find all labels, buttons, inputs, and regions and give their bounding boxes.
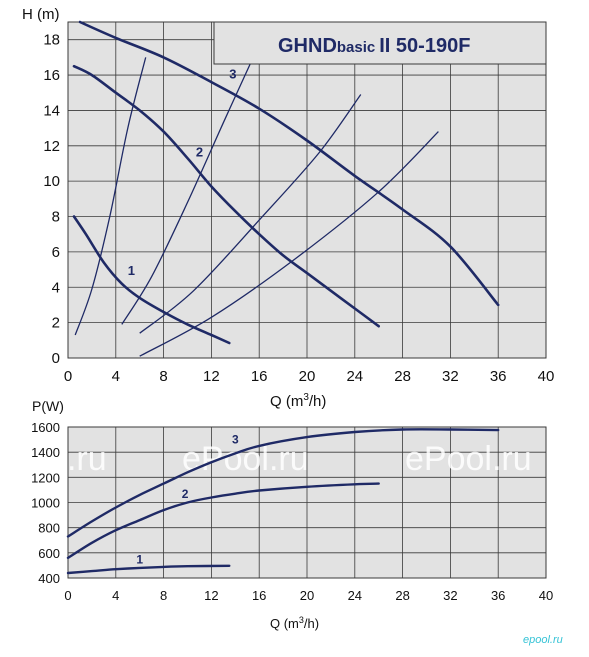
epool-logo[interactable]: epool.ru <box>523 634 563 646</box>
head-series-2-line <box>72 64 380 328</box>
power-series: 1 2 3 <box>66 428 500 575</box>
head-system-curves <box>74 57 439 357</box>
head-x-tick-7: 28 <box>394 368 411 385</box>
watermark-text-3: ePool.ru <box>405 440 532 478</box>
head-y-tick-1: 2 <box>52 315 60 332</box>
power-x-tick-1: 4 <box>112 588 119 603</box>
head-system-curve-4 <box>139 131 439 357</box>
power-y-tick-labels: 400 600 800 1000 1200 1400 1600 <box>31 420 60 586</box>
power-series-1-label: 1 <box>136 552 143 566</box>
power-y-tick-5: 1400 <box>31 445 60 460</box>
head-x-tick-5: 20 <box>299 368 316 385</box>
power-y-tick-4: 1200 <box>31 470 60 485</box>
head-system-curve-3 <box>139 94 362 334</box>
head-series-3-line <box>78 20 500 307</box>
power-x-tick-10: 40 <box>539 588 553 603</box>
watermark: ePool.ru ePool.ru ePool.ru <box>0 440 532 478</box>
power-x-tick-7: 28 <box>395 588 409 603</box>
power-x-tick-0: 0 <box>64 588 71 603</box>
head-y-tick-9: 18 <box>43 32 60 49</box>
power-x-tick-4: 16 <box>252 588 266 603</box>
head-system-curve-2 <box>121 57 254 325</box>
head-y-tick-2: 4 <box>52 279 60 296</box>
power-y-tick-1: 600 <box>38 546 60 561</box>
power-chart: ePool.ru ePool.ru ePool.ru 123 048121620… <box>0 398 553 631</box>
watermark-text-2: ePool.ru <box>182 440 309 478</box>
power-x-axis-label-suffix: /h) <box>304 616 319 631</box>
head-x-tick-10: 40 <box>538 368 555 385</box>
power-x-tick-labels: 0 4 8 12 16 20 24 28 32 36 40 <box>64 588 553 603</box>
head-y-tick-0: 0 <box>52 350 60 367</box>
power-x-axis-label-prefix: Q (m <box>270 616 299 631</box>
power-x-tick-9: 36 <box>491 588 505 603</box>
watermark-text-1: ePool.ru <box>0 440 107 478</box>
head-system-curve-1 <box>74 57 147 336</box>
power-x-tick-8: 32 <box>443 588 457 603</box>
power-series-2-label: 2 <box>182 487 189 501</box>
power-series-3-label: 3 <box>232 432 239 446</box>
power-series-1-line <box>66 564 231 575</box>
head-x-tick-labels: 0 4 8 12 16 20 24 28 32 36 40 <box>64 368 555 385</box>
power-y-axis-label: P(W) <box>32 398 64 414</box>
head-x-tick-2: 8 <box>159 368 167 385</box>
power-x-axis-label-sup: 3 <box>299 615 304 625</box>
chart-title-small: basic <box>337 39 375 56</box>
head-x-axis-label-sup: 3 <box>303 392 309 403</box>
power-x-tick-3: 12 <box>204 588 218 603</box>
head-x-tick-8: 32 <box>442 368 459 385</box>
power-grid <box>67 426 547 579</box>
head-x-tick-3: 12 <box>203 368 220 385</box>
head-y-tick-5: 10 <box>43 173 60 190</box>
head-x-tick-1: 4 <box>112 368 120 385</box>
head-chart: 123 0 4 8 12 16 20 24 28 32 36 40 024681012141618 … <box>22 6 554 410</box>
head-y-tick-3: 6 <box>52 244 60 261</box>
head-y-tick-7: 14 <box>43 102 60 119</box>
head-y-tick-8: 16 <box>43 67 60 84</box>
head-series-1-label: 1 <box>128 263 135 278</box>
chart-title-rest: II 50-190F <box>379 35 470 57</box>
head-x-axis-label: Q (m3/h) <box>270 392 326 410</box>
head-y-tick-labels: 0 2 4 6 8 10 12 14 16 18 <box>43 32 60 367</box>
head-y-axis-label: H (m) <box>22 6 60 23</box>
head-series-2-label: 2 <box>196 144 203 159</box>
head-x-tick-6: 24 <box>346 368 363 385</box>
power-y-tick-3: 1000 <box>31 496 60 511</box>
power-series-2-line <box>66 482 380 560</box>
power-x-tick-6: 24 <box>348 588 362 603</box>
head-x-axis-label-prefix: Q (m <box>270 393 303 410</box>
head-series-3-label: 3 <box>229 67 236 82</box>
power-y-tick-2: 800 <box>38 521 60 536</box>
head-y-tick-6: 12 <box>43 138 60 155</box>
head-y-tick-4: 8 <box>52 209 60 226</box>
title-box <box>213 21 547 65</box>
chart-title: GHNDbasic II 50-190F <box>278 35 470 57</box>
head-x-tick-4: 16 <box>251 368 268 385</box>
power-y-tick-0: 400 <box>38 571 60 586</box>
chart-title-main: GHND <box>278 35 337 57</box>
power-x-axis-label: Q (m3/h) <box>270 615 319 631</box>
head-x-tick-0: 0 <box>64 368 72 385</box>
head-series-1-line <box>72 215 231 345</box>
power-x-tick-2: 8 <box>160 588 167 603</box>
power-y-tick-6: 1600 <box>31 420 60 435</box>
power-series-3-line <box>66 428 500 538</box>
power-x-tick-5: 20 <box>300 588 314 603</box>
head-grid <box>67 22 547 359</box>
head-series: 1 2 3 <box>72 20 500 345</box>
head-x-tick-9: 36 <box>490 368 507 385</box>
head-x-axis-label-suffix: /h) <box>309 393 327 410</box>
